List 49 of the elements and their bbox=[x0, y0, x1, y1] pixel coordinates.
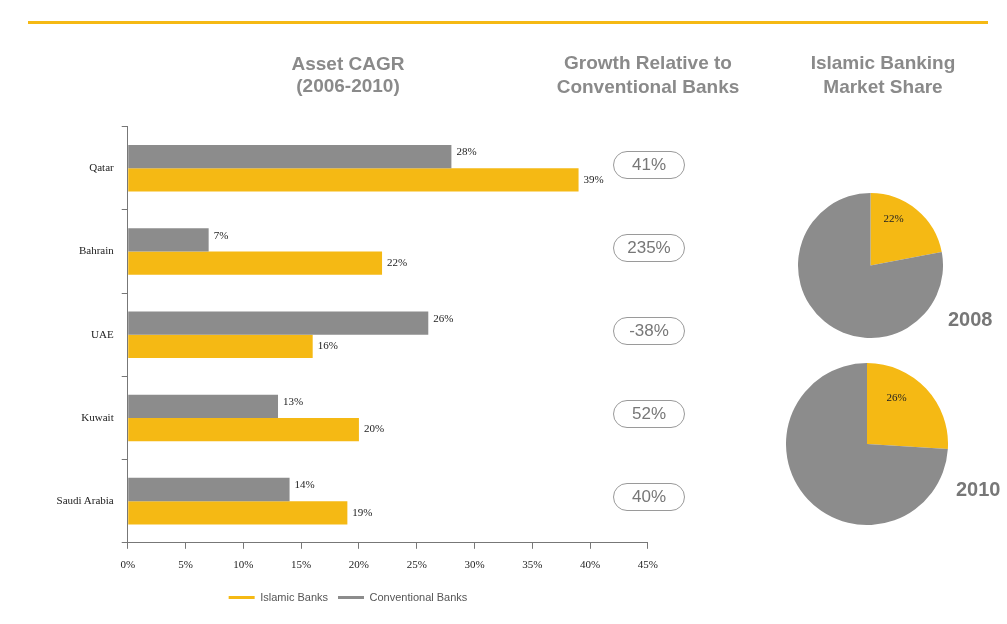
data-label: 7% bbox=[213, 228, 229, 241]
x-tick-label: 0% bbox=[120, 558, 136, 571]
y-tick-label: Kuwait bbox=[81, 410, 114, 423]
text: 2010 bbox=[956, 478, 1001, 501]
data-label: 22% bbox=[883, 212, 904, 225]
data-label: 20% bbox=[363, 422, 385, 435]
x-tick-label: 10% bbox=[233, 558, 254, 571]
annotation: 40% bbox=[613, 483, 685, 511]
data-label: 39% bbox=[583, 172, 604, 185]
bar bbox=[128, 477, 290, 502]
x-tick-label: 30% bbox=[464, 558, 485, 571]
data-label: 26% bbox=[886, 391, 907, 404]
x-tick-label: 20% bbox=[348, 558, 370, 571]
x-tick-label: 35% bbox=[522, 558, 543, 571]
data-label: 26% bbox=[433, 311, 454, 324]
data-label: 16% bbox=[317, 339, 338, 352]
chart-title: Islamic Banking Market Share bbox=[809, 51, 957, 99]
x-tick-label: 25% bbox=[406, 558, 427, 571]
bar bbox=[128, 334, 313, 359]
bar bbox=[128, 251, 383, 275]
text: 2008 bbox=[948, 308, 993, 331]
bar bbox=[128, 394, 279, 418]
bar bbox=[128, 228, 209, 252]
legend-label: Conventional Banks bbox=[369, 590, 468, 603]
x-tick-label: 15% bbox=[291, 558, 312, 571]
data-label: 13% bbox=[283, 395, 304, 408]
y-tick-label: Qatar bbox=[89, 161, 115, 174]
annotation: 235% bbox=[613, 234, 685, 262]
annotation: -38% bbox=[613, 317, 685, 345]
data-label: 19% bbox=[352, 505, 373, 518]
bar bbox=[128, 144, 452, 169]
data-label: 14% bbox=[294, 478, 315, 491]
annotation: 52% bbox=[613, 400, 685, 428]
x-tick-label: 45% bbox=[637, 558, 658, 571]
y-tick-label: Saudi Arabia bbox=[56, 494, 114, 507]
data-label: 22% bbox=[387, 256, 408, 268]
bar bbox=[128, 311, 429, 335]
annotation: 41% bbox=[613, 151, 685, 179]
text: Growth Relative to Conventional Banks bbox=[555, 51, 741, 99]
data-label: 28% bbox=[456, 145, 477, 158]
chart-title: Asset CAGR (2006-2010) bbox=[291, 52, 405, 97]
bar bbox=[128, 168, 579, 192]
x-tick-label: 5% bbox=[178, 558, 193, 571]
x-tick-label: 40% bbox=[580, 558, 601, 571]
y-tick-label: Bahrain bbox=[78, 244, 115, 257]
bar bbox=[128, 501, 348, 525]
y-tick-label: UAE bbox=[91, 327, 115, 340]
legend-label: Islamic Banks bbox=[260, 590, 329, 603]
bar bbox=[128, 417, 359, 442]
